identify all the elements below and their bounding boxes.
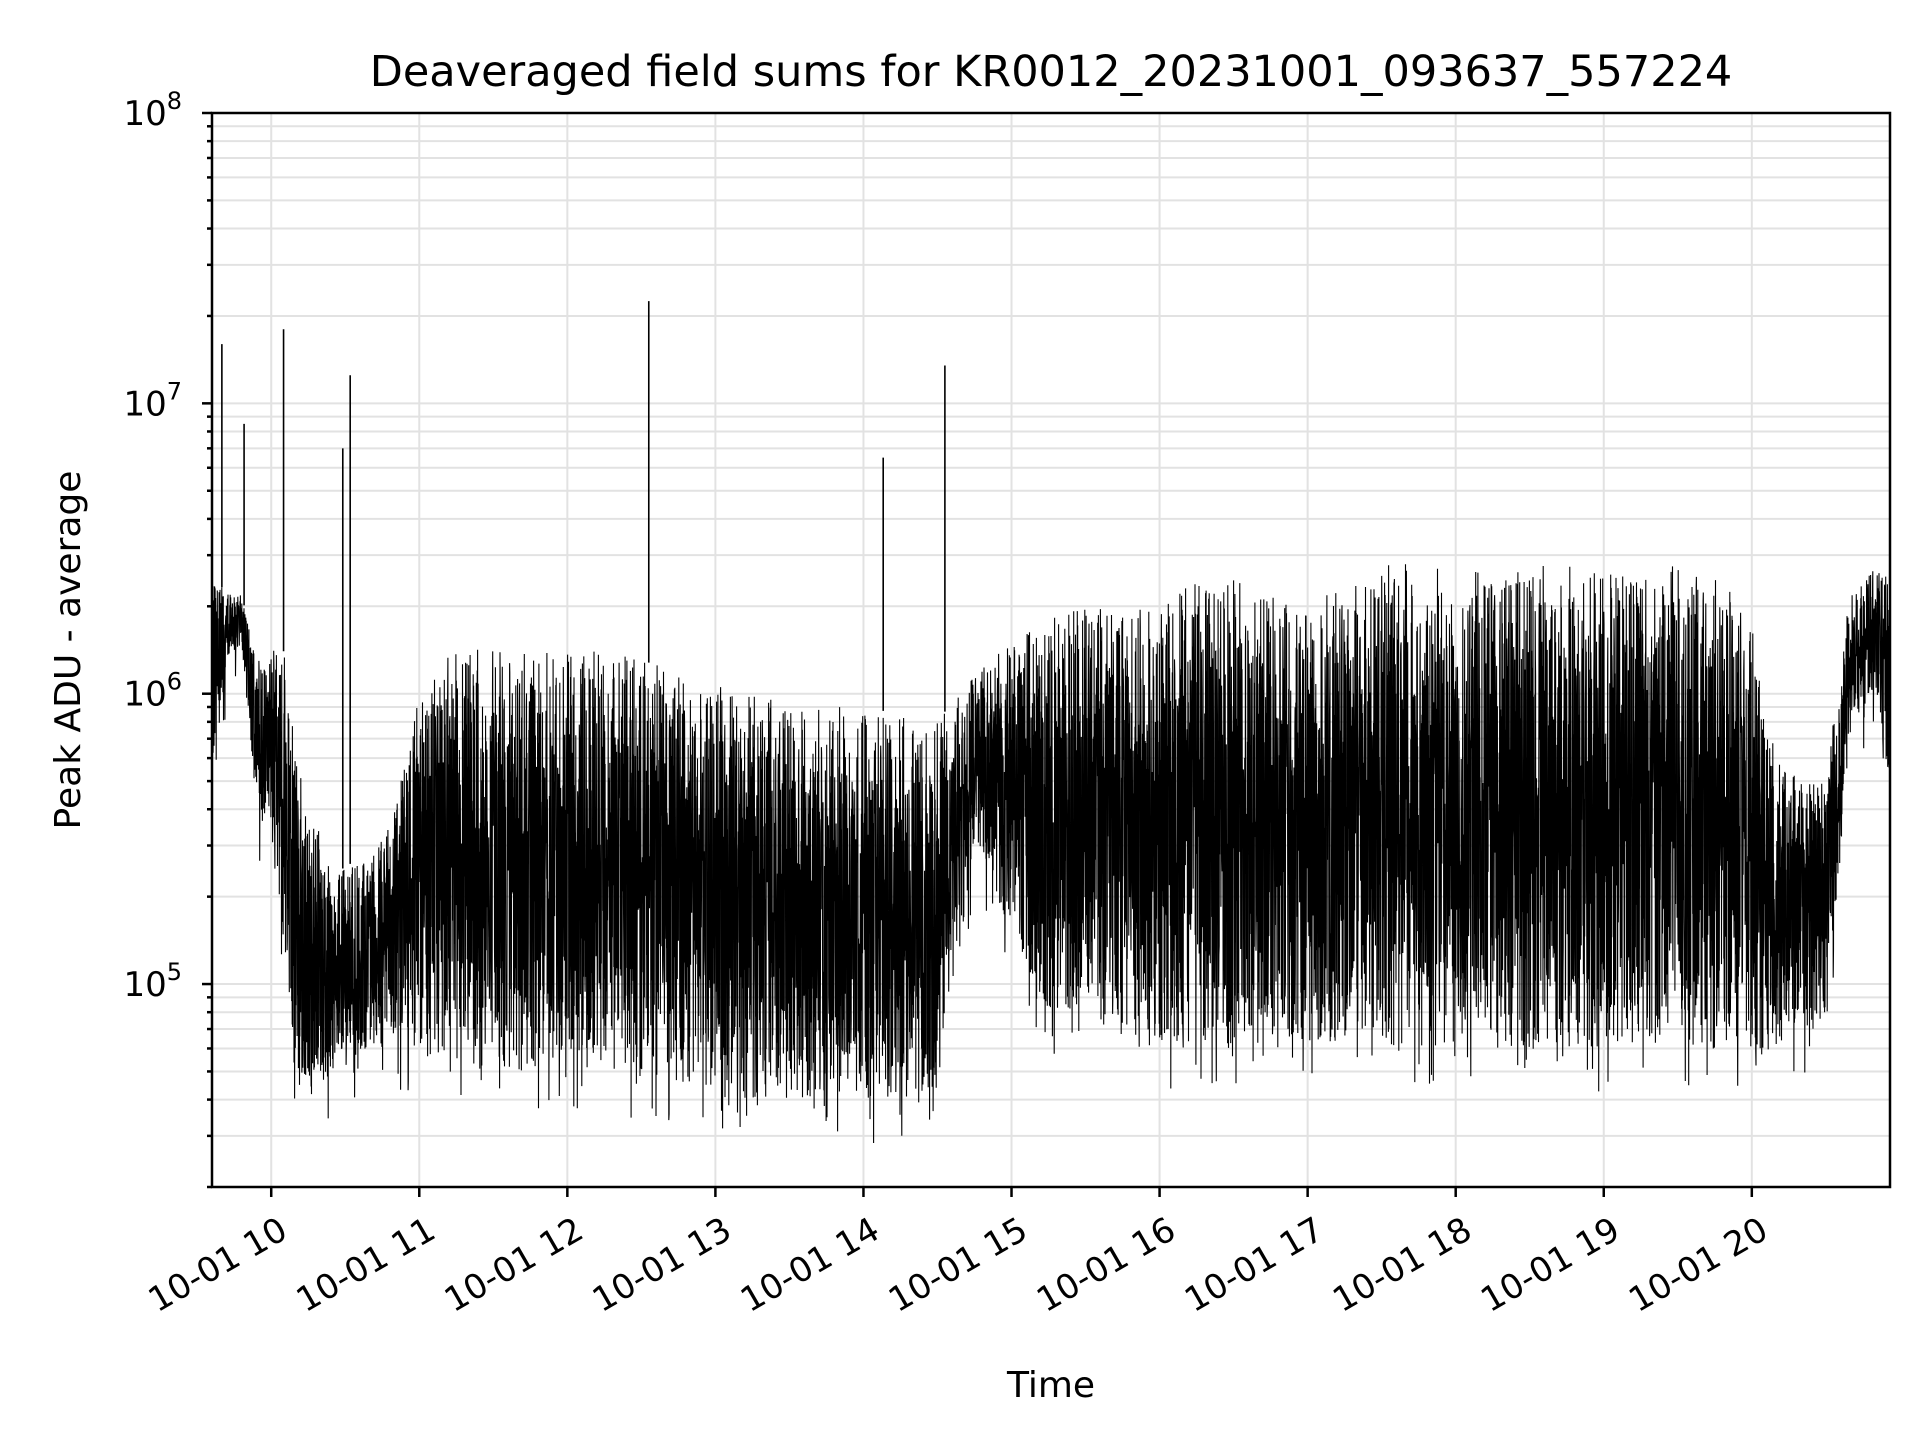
y-tick-label: 105: [123, 958, 182, 1005]
y-tick-label: 107: [123, 377, 182, 424]
plot-frame: [210, 111, 1892, 1189]
y-axis-label: Peak ADU - average: [48, 471, 89, 830]
chart-title: Deaveraged field sums for KR0012_2023100…: [370, 47, 1733, 97]
y-tick-label: 108: [123, 87, 182, 134]
series-line: [211, 564, 1891, 1144]
x-axis-label: Time: [1006, 1365, 1095, 1406]
y-tick-label: 106: [123, 668, 182, 715]
